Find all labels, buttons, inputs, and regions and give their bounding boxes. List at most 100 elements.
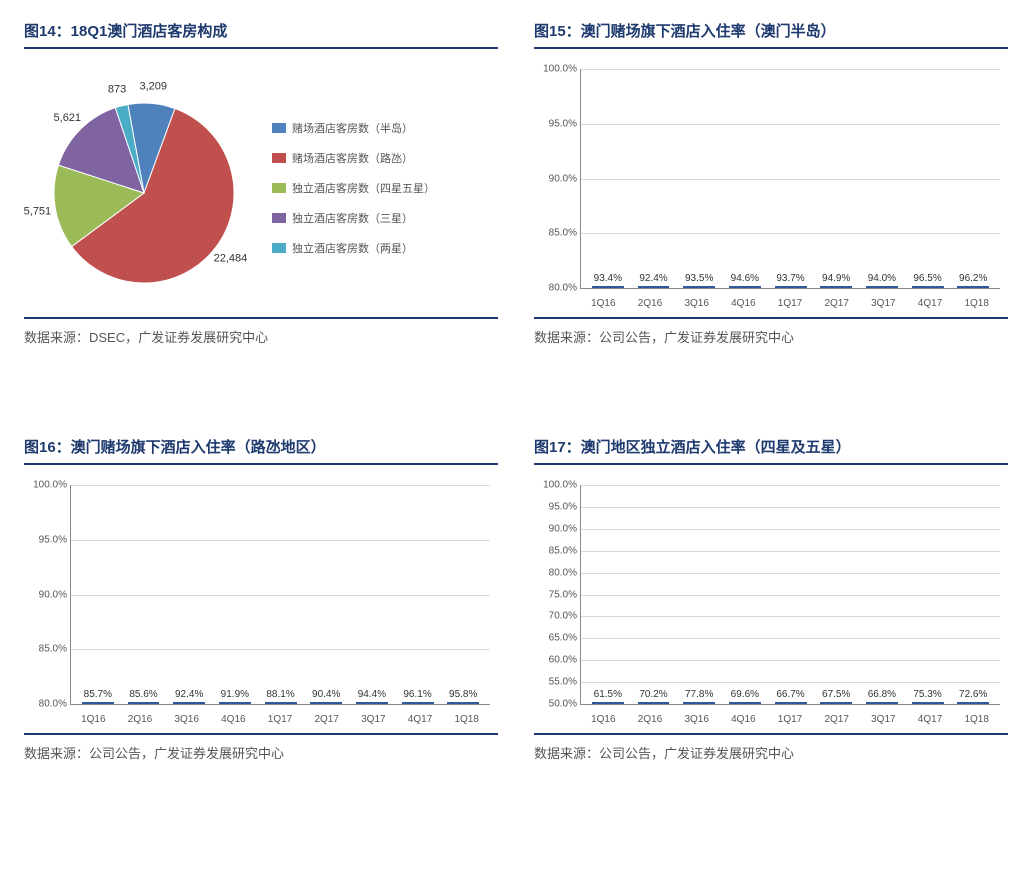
y-axis-label: 100.0% [535,64,577,75]
bar-value-label: 72.6% [959,689,987,700]
y-axis-label: 85.0% [535,228,577,239]
y-axis-label: 100.0% [535,480,577,491]
y-axis-label: 90.0% [535,523,577,534]
bar [447,702,479,704]
bar [638,702,670,704]
bar [729,286,761,288]
legend-swatch [272,243,286,253]
x-axis-label: 4Q17 [907,714,954,725]
x-axis-label: 1Q17 [767,714,814,725]
x-axis-label: 1Q16 [580,298,627,309]
x-axis-label: 2Q16 [627,714,674,725]
y-axis-label: 80.0% [25,699,67,710]
y-axis-label: 90.0% [25,589,67,600]
bar [775,286,807,288]
bar-value-label: 96.1% [403,689,431,700]
bar-chart: 80.0%85.0%90.0%95.0%100.0%85.7%85.6%92.4… [24,475,498,735]
y-axis-label: 70.0% [535,611,577,622]
bar-value-label: 61.5% [594,689,622,700]
x-axis-label: 4Q16 [720,714,767,725]
bar-value-label: 77.8% [685,689,713,700]
y-axis-label: 55.0% [535,677,577,688]
x-axis-label: 2Q17 [813,714,860,725]
y-axis-label: 60.0% [535,655,577,666]
bar-value-label: 92.4% [175,689,203,700]
x-axis-label: 3Q17 [860,714,907,725]
y-axis-label: 50.0% [535,699,577,710]
y-axis-label: 95.0% [535,118,577,129]
legend-swatch [272,183,286,193]
pie-chart: 3,20922,4845,7515,621873 赌场酒店客房数（半岛）赌场酒店… [24,59,498,319]
source-text: 数据来源：公司公告，广发证券发展研究中心 [24,739,498,762]
bar [592,702,624,704]
bar-value-label: 85.7% [84,689,112,700]
x-axis-label: 3Q16 [163,714,210,725]
bar [820,286,852,288]
bar [866,702,898,704]
x-axis-label: 1Q17 [257,714,304,725]
x-axis-label: 1Q17 [767,298,814,309]
bar [683,286,715,288]
bar [82,702,114,704]
panel-fig16: 图16：澳门赌场旗下酒店入住率（路氹地区） 80.0% 85.0% 90.0% 95.… [24,436,498,762]
bar-value-label: 85.6% [129,689,157,700]
legend-item: 独立酒店客房数（四星五星） [272,180,498,196]
bar-value-label: 75.3% [913,689,941,700]
bar [173,702,205,704]
bar-value-label: 69.6% [731,689,759,700]
x-axis-label: 1Q18 [953,714,1000,725]
panel-fig15: 图15：澳门赌场旗下酒店入住率（澳门半岛） 80.0%85.0%90.0%95.… [534,20,1008,346]
x-axis-label: 2Q17 [303,714,350,725]
source-text: 数据来源：DSEC，广发证券发展研究中心 [24,323,498,346]
legend-label: 独立酒店客房数（三星） [292,210,413,226]
legend-item: 赌场酒店客房数（路氹） [272,150,498,166]
bar [729,702,761,704]
legend-item: 赌场酒店客房数（半岛） [272,120,498,136]
x-axis-label: 3Q17 [860,298,907,309]
legend-swatch [272,123,286,133]
pie-value-label: 3,209 [139,80,167,92]
bar [957,286,989,288]
pie-value-label: 5,621 [54,112,82,124]
legend-label: 独立酒店客房数（两星） [292,240,413,256]
y-axis-label: 85.0% [25,644,67,655]
bar-value-label: 66.7% [776,689,804,700]
bar-chart: 80.0%85.0%90.0%95.0%100.0%93.4%92.4%93.5… [534,59,1008,319]
legend-label: 赌场酒店客房数（路氹） [292,150,413,166]
bar-value-label: 94.0% [868,273,896,284]
panel-title: 图15：澳门赌场旗下酒店入住率（澳门半岛） [534,20,1008,49]
bar [219,702,251,704]
x-axis-label: 3Q16 [673,714,720,725]
bar [683,702,715,704]
x-axis-label: 2Q16 [627,298,674,309]
x-axis-label: 3Q17 [350,714,397,725]
y-axis-label: 95.0% [25,534,67,545]
bar [866,286,898,288]
x-axis-label: 2Q16 [117,714,164,725]
bar-value-label: 93.5% [685,273,713,284]
bar-value-label: 93.4% [594,273,622,284]
bar-value-label: 88.1% [266,689,294,700]
panel-title: 图16：澳门赌场旗下酒店入住率（路氹地区） [24,436,498,465]
pie-value-label: 5,751 [24,205,51,217]
y-axis-label: 65.0% [535,633,577,644]
legend-item: 独立酒店客房数（三星） [272,210,498,226]
bar-value-label: 96.2% [959,273,987,284]
bar-value-label: 70.2% [639,689,667,700]
x-axis-label: 4Q17 [907,298,954,309]
bar [912,702,944,704]
bar [128,702,160,704]
legend-label: 独立酒店客房数（四星五星） [292,180,435,196]
legend-swatch [272,213,286,223]
x-axis-label: 1Q16 [70,714,117,725]
y-axis-label: 75.0% [535,589,577,600]
bar [402,702,434,704]
x-axis-label: 1Q18 [953,298,1000,309]
y-axis-label: 80.0% [535,567,577,578]
panel-title: 图17：澳门地区独立酒店入住率（四星及五星） [534,436,1008,465]
pie-legend: 赌场酒店客房数（半岛） 赌场酒店客房数（路氹） 独立酒店客房数（四星五星） 独立酒店客… [264,120,498,256]
bar [310,702,342,704]
source-text: 数据来源：公司公告，广发证券发展研究中心 [534,323,1008,346]
legend-swatch [272,153,286,163]
bar-value-label: 92.4% [639,273,667,284]
